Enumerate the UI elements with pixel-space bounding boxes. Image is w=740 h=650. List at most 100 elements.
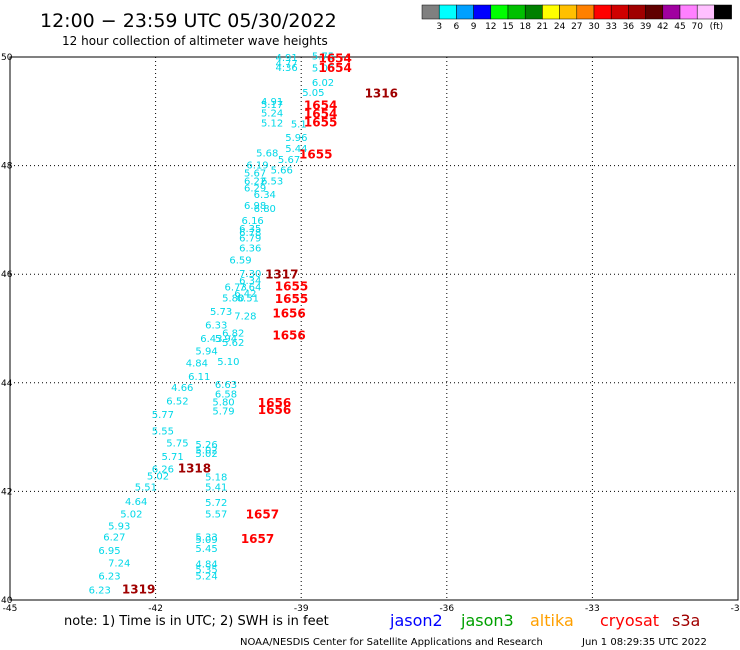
legend-label: 3 (436, 22, 442, 32)
y-tick-label: 50 (1, 53, 13, 63)
swh-label: 6.73 (225, 282, 247, 293)
y-tick-label: 40 (1, 596, 13, 606)
time-label: 1655 (275, 292, 308, 306)
swh-label: 6.26 (152, 464, 174, 475)
legend-label: 12 (485, 22, 496, 32)
legend-label: 15 (502, 22, 513, 32)
swh-label: 6.51 (237, 293, 259, 304)
satellite-cryosat: cryosat (600, 611, 659, 630)
legend-label: 45 (674, 22, 685, 32)
legend-swatch (559, 4, 578, 20)
legend-swatch (593, 4, 612, 20)
satellite-jason2: jason2 (389, 611, 443, 630)
time-label: 1657 (246, 508, 279, 522)
swh-label: 5.02 (195, 445, 217, 456)
legend-swatch (576, 4, 595, 20)
swh-label: 5.51 (135, 482, 157, 493)
swh-label: 6.16 (242, 216, 264, 227)
swh-label: 6.98 (244, 201, 266, 212)
y-tick-label: 48 (1, 162, 13, 172)
swh-label: 5.06 (312, 64, 334, 75)
legend-swatch (696, 4, 715, 20)
swh-label: 5.62 (222, 338, 244, 349)
swh-label: 5.77 (152, 410, 174, 421)
swh-label: 5.09 (195, 535, 217, 546)
swh-label: 5.73 (210, 307, 232, 318)
swh-label: 6.33 (205, 321, 227, 332)
legend-label: 39 (640, 22, 652, 32)
x-tick-label: -45 (3, 604, 18, 614)
swh-label: 6.80 (254, 204, 276, 215)
y-tick-label: 42 (1, 487, 12, 497)
y-tick-label: 46 (1, 270, 13, 280)
swh-label: 6.34 (239, 276, 261, 287)
swh-label: 5.44 (285, 144, 307, 155)
footer-timestamp: Jun 1 08:29:35 UTC 2022 (581, 637, 707, 648)
satellite-legend: jason2 jason3 altika cryosat s3a (389, 611, 700, 630)
legend-swatch (645, 4, 664, 20)
swh-label: 6.82 (222, 329, 244, 340)
swh-label: 4.91 (261, 97, 283, 108)
time-label: 1655 (299, 148, 332, 162)
footer-note: note: 1) Time is in UTC; 2) SWH is in fe… (64, 614, 329, 629)
swh-label: 5.02 (120, 509, 142, 520)
swh-label: 6.19 (246, 160, 268, 171)
swh-label: 4.77 (276, 59, 298, 70)
swh-label: 5.33 (195, 532, 217, 543)
time-labels: 1654165413161654165416551655131716551655… (122, 51, 398, 596)
legend-label: 30 (588, 22, 600, 32)
swh-label: 5.26 (195, 440, 217, 451)
legend-swatch (524, 4, 543, 20)
swh-label: 4.36 (276, 63, 298, 74)
swh-label: 6.11 (188, 372, 210, 383)
x-tick-labels: -45 -42 -39 -36 -33 -30 (3, 604, 740, 614)
swh-label: 5.02 (147, 471, 169, 482)
swh-label: 7.28 (234, 311, 256, 322)
legend-label: 33 (605, 22, 616, 32)
swh-label: 4.64 (125, 497, 147, 508)
time-label: 1317 (265, 268, 298, 282)
page-title: 12:00 − 23:59 UTC 05/30/2022 (40, 10, 337, 32)
footer-credit: NOAA/NESDIS Center for Satellite Applica… (240, 637, 543, 648)
plot-frame (9, 56, 739, 601)
swh-label: 6.29 (244, 184, 266, 195)
legend-swatch (507, 4, 526, 20)
plot-area: -45 -42 -39 -36 -33 -30 40 42 44 46 48 50 4.91 5.75… (1, 51, 740, 614)
legend-label: 9 (471, 22, 477, 32)
y-tick-labels: 40 42 44 46 48 50 (1, 53, 13, 606)
swh-label: 5.80 (222, 293, 244, 304)
swh-label: 5.17 (261, 100, 283, 111)
swh-label: 6.35 (239, 224, 261, 235)
swh-label: 5.05 (302, 88, 324, 99)
legend-swatch (490, 4, 509, 20)
x-tick-label: -33 (585, 604, 600, 614)
page-subtitle: 12 hour collection of altimeter wave hei… (62, 34, 328, 48)
swh-label: 6.53 (261, 177, 283, 188)
time-label: 1655 (275, 279, 308, 293)
legend-label: 36 (623, 22, 635, 32)
swh-label: 5.75 (166, 438, 188, 449)
legend-label: 42 (657, 22, 668, 32)
swh-label: 5.1 (291, 120, 307, 131)
legend-swatch (438, 4, 457, 20)
time-label: 1654 (304, 99, 337, 113)
legend-label: 70 (691, 22, 703, 32)
swh-label: 5.57 (205, 509, 227, 520)
time-label: 1656 (272, 307, 305, 321)
swh-label: 6.63 (215, 380, 237, 391)
legend-label: 18 (519, 22, 531, 32)
x-tick-label: -42 (148, 604, 163, 614)
legend-swatch (610, 4, 629, 20)
swh-label: 6.59 (229, 255, 251, 266)
swh-label: 5.24 (261, 109, 283, 120)
swh-label: 5.94 (215, 334, 237, 345)
swh-label: 6.23 (98, 571, 120, 582)
swh-label: 5.45 (195, 544, 217, 555)
legend-swatch (421, 4, 440, 20)
swh-label: 5.68 (256, 148, 278, 159)
swh-label: 5.67 (244, 168, 266, 179)
swh-label: 5.71 (161, 452, 183, 463)
time-label: 1319 (122, 582, 155, 596)
swh-label: 6.42 (234, 289, 256, 300)
swh-label: 5.93 (108, 521, 130, 532)
